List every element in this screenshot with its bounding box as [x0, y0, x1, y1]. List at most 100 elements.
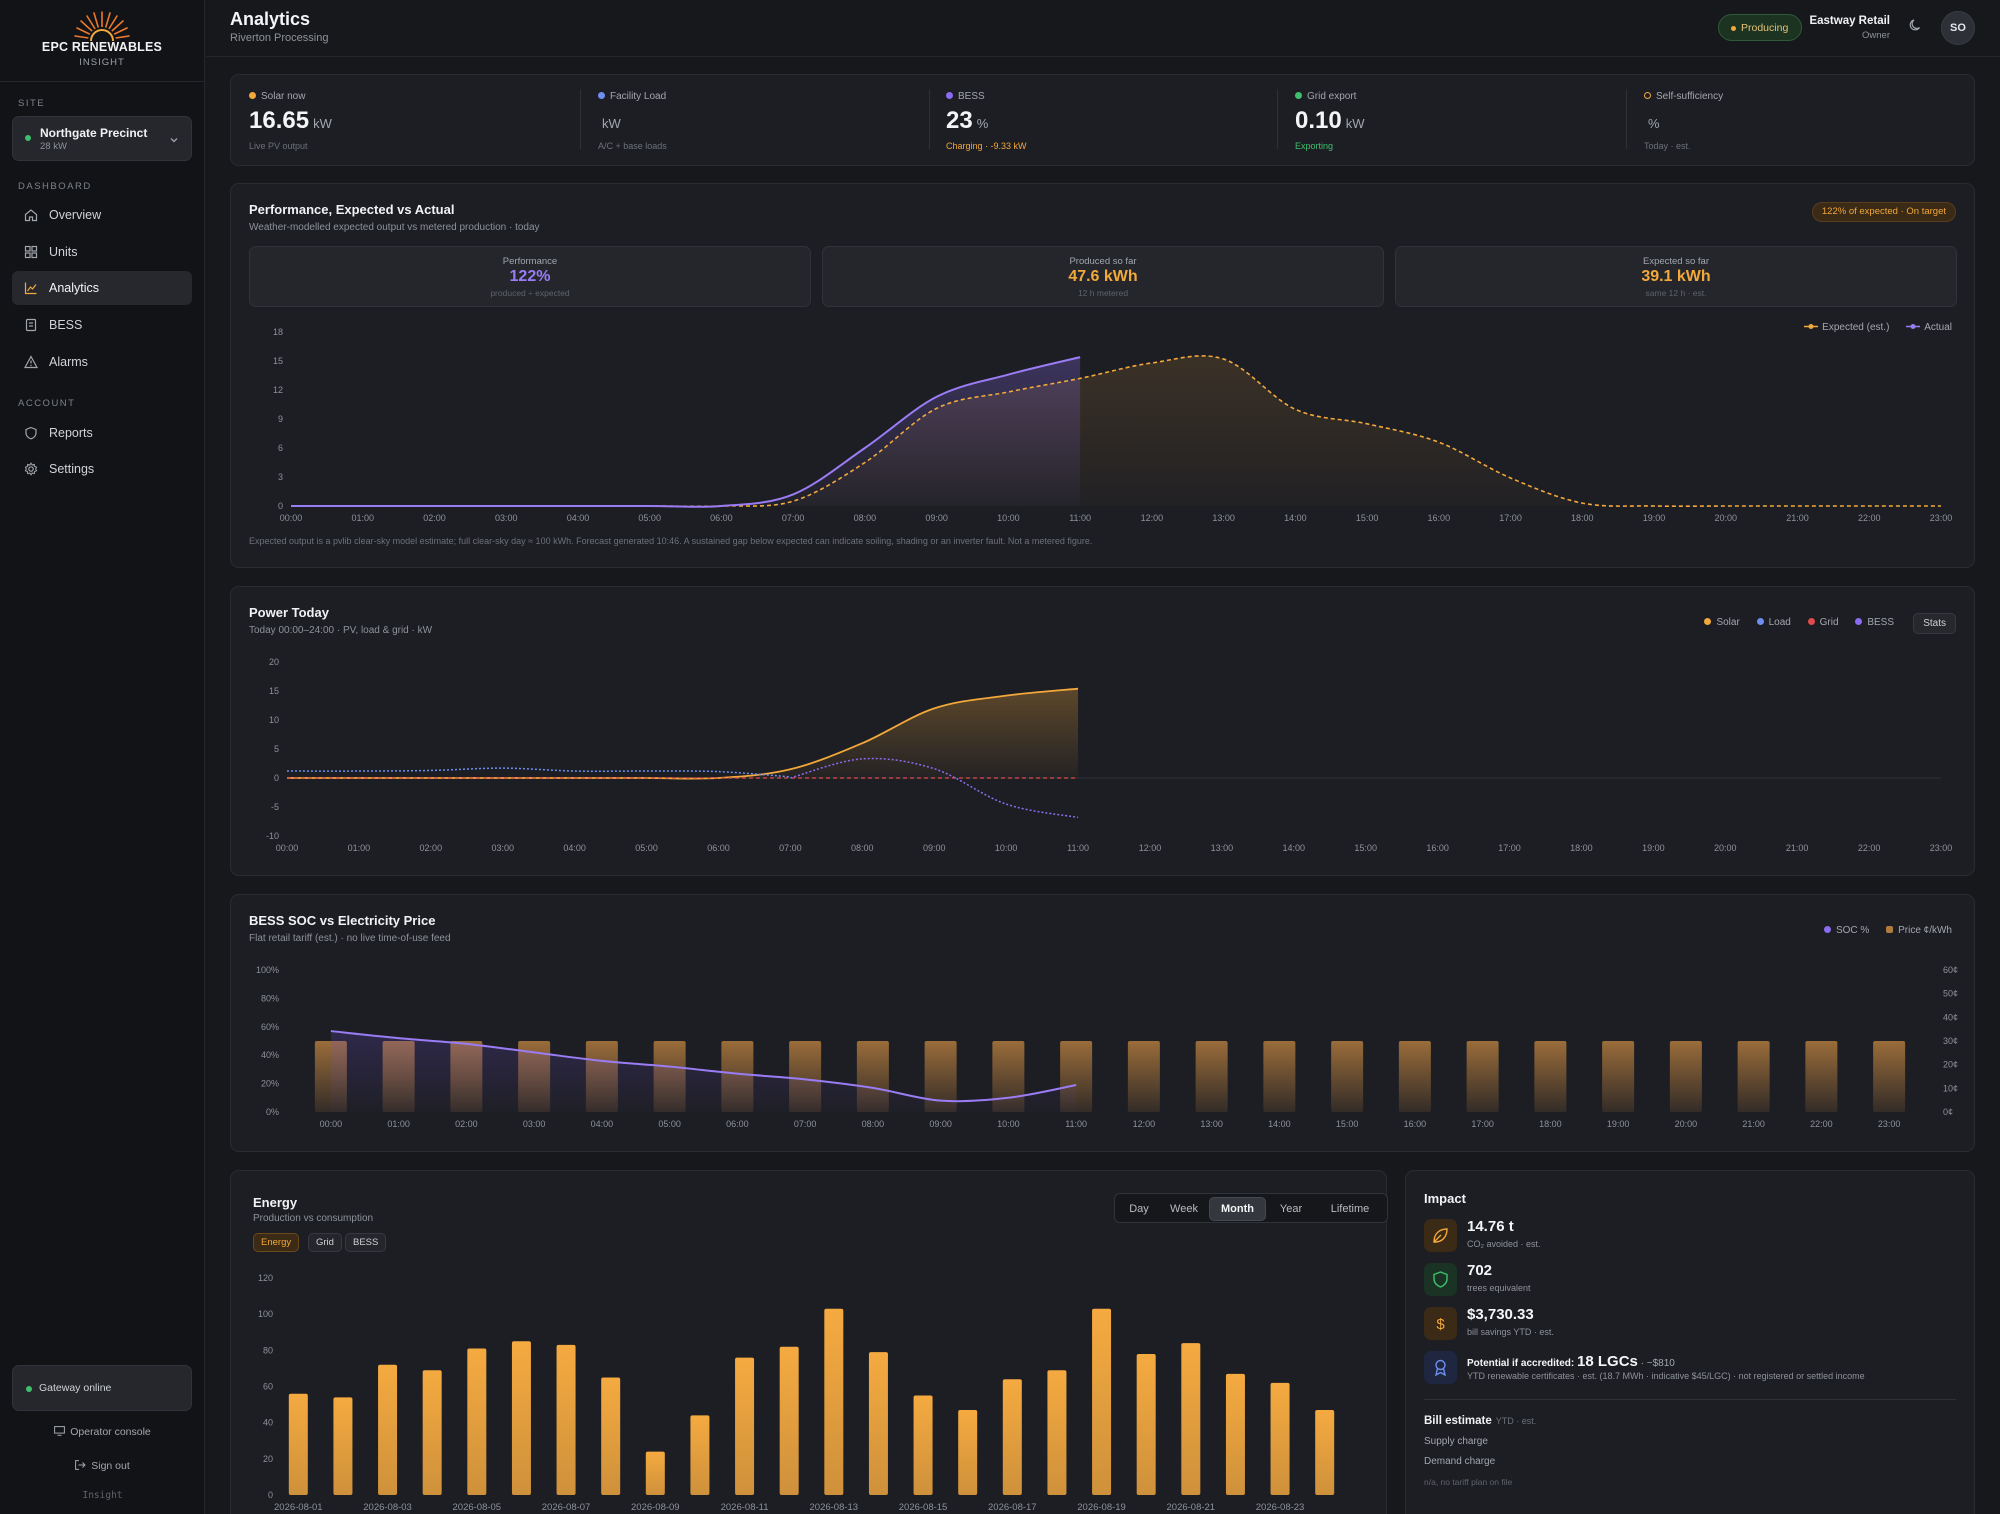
avatar[interactable]: SO — [1941, 11, 1975, 45]
y-tick-label: 40 — [263, 1418, 273, 1428]
kpi-facility-load: Facility Load kW A/C + base loads — [598, 75, 918, 165]
energy-bar — [1092, 1308, 1112, 1495]
soc-area — [330, 1031, 1077, 1112]
chip-bess[interactable]: BESS — [345, 1233, 387, 1252]
range-month-button[interactable]: Month — [1209, 1197, 1266, 1221]
energy-bar — [1136, 1353, 1156, 1495]
load-series-line — [286, 767, 791, 778]
energy-bar — [913, 1395, 933, 1495]
x-tick-label: 13:00 — [1211, 843, 1234, 853]
expected-so-far-box: Expected so far 39.1 kWh same 12 h · est… — [1395, 246, 1957, 307]
performance-subtitle: Weather-modelled expected output vs mete… — [249, 222, 540, 233]
energy-bar — [1315, 1410, 1335, 1495]
sidebar-item-settings[interactable]: Settings — [12, 452, 192, 486]
legend-dot — [1823, 926, 1831, 933]
x-tick-label: 23:00 — [1930, 843, 1953, 853]
kpi-self-sufficiency: Self-sufficiency % Today · est. — [1644, 75, 1964, 165]
org-name[interactable]: Eastway Retail — [1809, 15, 1890, 27]
energy-bar — [868, 1352, 888, 1495]
energy-bar — [824, 1308, 844, 1495]
x-tick-label: 08:00 — [862, 1119, 885, 1129]
sidebar-item-units[interactable]: Units — [12, 235, 192, 269]
legend-label: BESS — [1867, 617, 1894, 628]
x-tick-label: 15:00 — [1354, 843, 1377, 853]
legend-dot — [1807, 618, 1815, 625]
operator-console-link[interactable]: Operator console — [0, 1426, 205, 1438]
org-role: Owner — [1862, 30, 1890, 41]
x-tick-label: 13:00 — [1200, 1119, 1223, 1129]
kpi-strip: Solar now 16.65 kW Live PV output Facilit… — [230, 74, 1975, 166]
energy-bar — [1047, 1370, 1067, 1495]
x-tick-label: 15:00 — [1356, 513, 1379, 523]
page-subtitle: Riverton Processing — [230, 32, 329, 44]
shield-tree-icon — [1424, 1263, 1457, 1296]
x-tick-label: 17:00 — [1499, 513, 1522, 523]
y2-tick-label: 30¢ — [1943, 1036, 1958, 1046]
operator-console-label: Operator console — [70, 1426, 151, 1438]
sidebar-item-label: Alarms — [49, 355, 88, 369]
range-lifetime-button[interactable]: Lifetime — [1330, 1203, 1370, 1215]
sunburst-logo-icon — [74, 11, 130, 42]
legend-expected: Expected (est.) — [1804, 322, 1889, 333]
gateway-status-dot — [26, 1386, 32, 1392]
bess-series-line — [790, 757, 1079, 819]
perf-box-subtext: produced ÷ expected — [490, 288, 570, 298]
sidebar-item-label: Overview — [49, 208, 102, 222]
top-bar: Analytics Riverton Processing Producing … — [206, 0, 2000, 57]
x-tick-label: 06:00 — [710, 513, 733, 523]
kpi-divider — [1277, 89, 1278, 149]
performance-chart: 0 3 6 9 12 15 18 00:00 01:00 02:00 03:00 04:00 05:00… — [273, 327, 1952, 523]
stats-button[interactable]: Stats — [1913, 613, 1956, 634]
y-tick-label: 20% — [261, 1079, 279, 1089]
range-day-button[interactable]: Day — [1129, 1203, 1149, 1215]
x-tick-label: 01:00 — [387, 1119, 410, 1129]
impact-subtext: bill savings YTD · est. — [1467, 1327, 1554, 1337]
legend-dot — [1886, 926, 1894, 933]
energy-bar — [645, 1451, 665, 1495]
actual-series-line — [291, 356, 1081, 508]
shield-icon — [25, 426, 37, 440]
x-tick-label: 16:00 — [1404, 1119, 1427, 1129]
sidebar-item-alarms[interactable]: Alarms — [12, 345, 192, 379]
warning-icon — [24, 355, 38, 369]
y-tick-label: 3 — [278, 472, 283, 482]
energy-bar — [511, 1341, 531, 1495]
legend-actual-swatch — [1906, 324, 1921, 329]
sidebar-item-reports[interactable]: Reports — [12, 416, 192, 450]
perf-box-label: Produced so far — [1069, 256, 1137, 267]
sign-out-link[interactable]: Sign out — [0, 1460, 205, 1472]
y-tick-label: 15 — [269, 686, 279, 696]
range-year-button[interactable]: Year — [1279, 1203, 1303, 1215]
chart-line-icon — [24, 282, 37, 295]
chip-energy[interactable]: Energy — [253, 1233, 300, 1252]
price-bar — [1263, 1041, 1296, 1112]
bess-soc-legend: SOC % Price ¢/kWh — [1810, 925, 1952, 936]
sidebar-item-analytics[interactable]: Analytics — [12, 271, 192, 305]
sidebar-item-bess[interactable]: BESS — [12, 308, 192, 342]
perf-box-value: 39.1 kWh — [1641, 268, 1711, 285]
energy-bar — [1225, 1373, 1245, 1495]
site-selector[interactable]: Northgate Precinct 28 kW — [12, 116, 192, 161]
battery-icon — [25, 318, 37, 332]
y-tick-label: 0 — [278, 501, 283, 511]
x-tick-label: 18:00 — [1571, 513, 1594, 523]
x-tick-label: 18:00 — [1570, 843, 1593, 853]
chip-grid[interactable]: Grid — [308, 1233, 342, 1252]
moon-icon[interactable] — [1909, 18, 1923, 32]
x-tick-label: 07:00 — [794, 1119, 817, 1129]
range-week-button[interactable]: Week — [1170, 1203, 1198, 1215]
impact-value: 702 — [1467, 1262, 1493, 1279]
x-tick-label: 11:00 — [1067, 843, 1089, 853]
gear-icon — [24, 462, 38, 476]
sidebar-item-overview[interactable]: Overview — [12, 198, 192, 232]
energy-bar — [958, 1410, 978, 1495]
energy-bar — [735, 1357, 755, 1495]
sign-out-icon — [75, 1460, 86, 1470]
y-tick-label: -10 — [266, 831, 279, 841]
energy-bar — [288, 1393, 308, 1495]
impact-lgc: Potential if accredited: 18 LGCs · ~$810… — [1424, 1349, 1964, 1389]
kpi-label-text: Grid export — [1307, 91, 1357, 102]
lgc-amount: · ~$810 — [1640, 1358, 1675, 1369]
home-icon — [24, 209, 38, 222]
x-tick-label: 2026-08-23 — [1256, 1502, 1305, 1513]
